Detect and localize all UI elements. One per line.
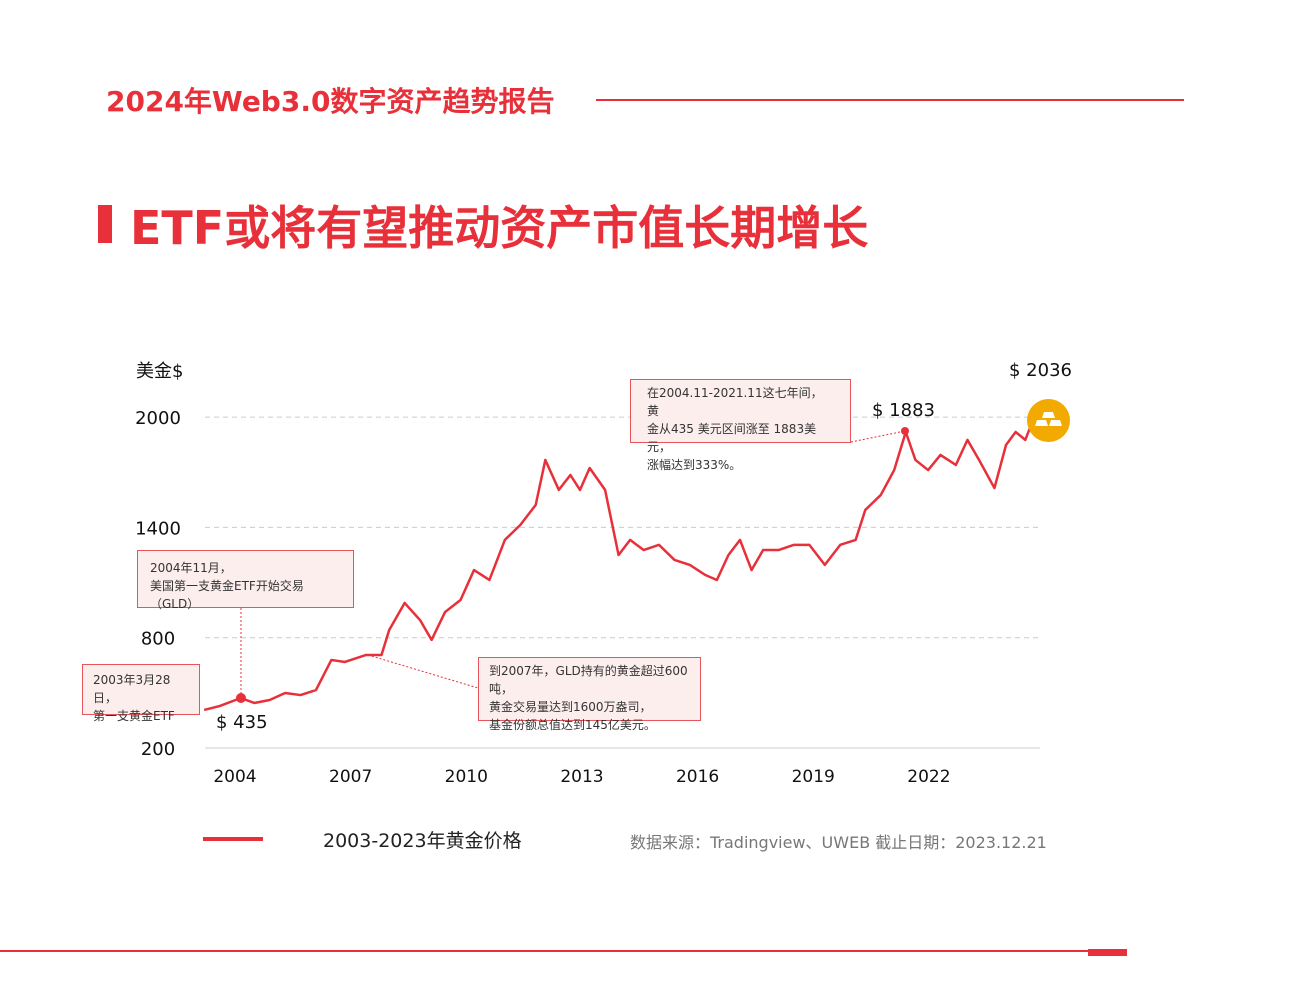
x-tick-label: 2022 [907, 767, 950, 787]
gold-bars-icon [1027, 399, 1070, 442]
y-tick-label: 2000 [135, 408, 181, 429]
leader-line [367, 654, 479, 689]
source-note: 数据来源：Tradingview、UWEB 截止日期：2023.12.21 [630, 833, 1047, 852]
report-header: 2024年Web3.0数字资产趋势报告 [106, 85, 555, 118]
header-divider [596, 99, 1184, 101]
annotation-growth: 在2004.11-2021.11这七年间，黄 金从435 美元区间涨至 1883美… [630, 379, 851, 472]
label-2036: $ 2036 [1009, 360, 1072, 381]
x-tick-label: 2010 [445, 767, 488, 787]
annotation-first-etf: 2003年3月28日， 第一支黄金ETF [82, 664, 200, 723]
annotation-line: 美国第一支黄金ETF开始交易（GLD） [150, 579, 304, 611]
label-435: $ 435 [216, 712, 268, 733]
annotation-gld-start: 2004年11月， 美国第一支黄金ETF开始交易（GLD） [137, 550, 354, 611]
annotation-line: 在2004.11-2021.11这七年间，黄 [647, 386, 823, 418]
annotation-line: 第一支黄金ETF [93, 709, 175, 723]
title-accent-bar [98, 205, 112, 243]
marker-435 [236, 693, 246, 703]
y-axis-label: 美金$ [136, 361, 184, 382]
page-title: ETF或将有望推动资产市值长期增长 [130, 201, 869, 255]
x-tick-label: 2013 [560, 767, 603, 787]
y-tick-label: 1400 [135, 518, 181, 539]
legend-label: 2003-2023年黄金价格 [323, 830, 522, 852]
annotation-line: 2004年11月， [150, 561, 232, 575]
annotation-line: 金从435 美元区间涨至 1883美元， [647, 422, 817, 454]
marker-1883 [901, 427, 909, 435]
label-1883: $ 1883 [872, 400, 935, 421]
y-tick-label: 200 [141, 739, 175, 760]
leader-line [850, 430, 906, 443]
x-tick-label: 2019 [792, 767, 835, 787]
x-tick-label: 2004 [213, 767, 256, 787]
x-tick-label: 2007 [329, 767, 372, 787]
legend-swatch [203, 837, 263, 841]
annotation-gld-2007: 到2007年，GLD持有的黄金超过600吨， 黄金交易量达到1600万盎司， 基金份… [478, 657, 701, 732]
annotation-line: 2003年3月28日， [93, 673, 171, 705]
annotation-line: 到2007年，GLD持有的黄金超过600吨， [489, 664, 688, 696]
x-tick-label: 2016 [676, 767, 719, 787]
annotation-line: 涨幅达到333%。 [647, 458, 742, 472]
footer-divider [0, 950, 1127, 952]
y-tick-label: 800 [141, 629, 175, 650]
annotation-line: 基金份额总值达到145亿美元。 [489, 718, 656, 732]
footer-accent [1088, 949, 1127, 956]
annotation-line: 黄金交易量达到1600万盎司， [489, 700, 652, 714]
